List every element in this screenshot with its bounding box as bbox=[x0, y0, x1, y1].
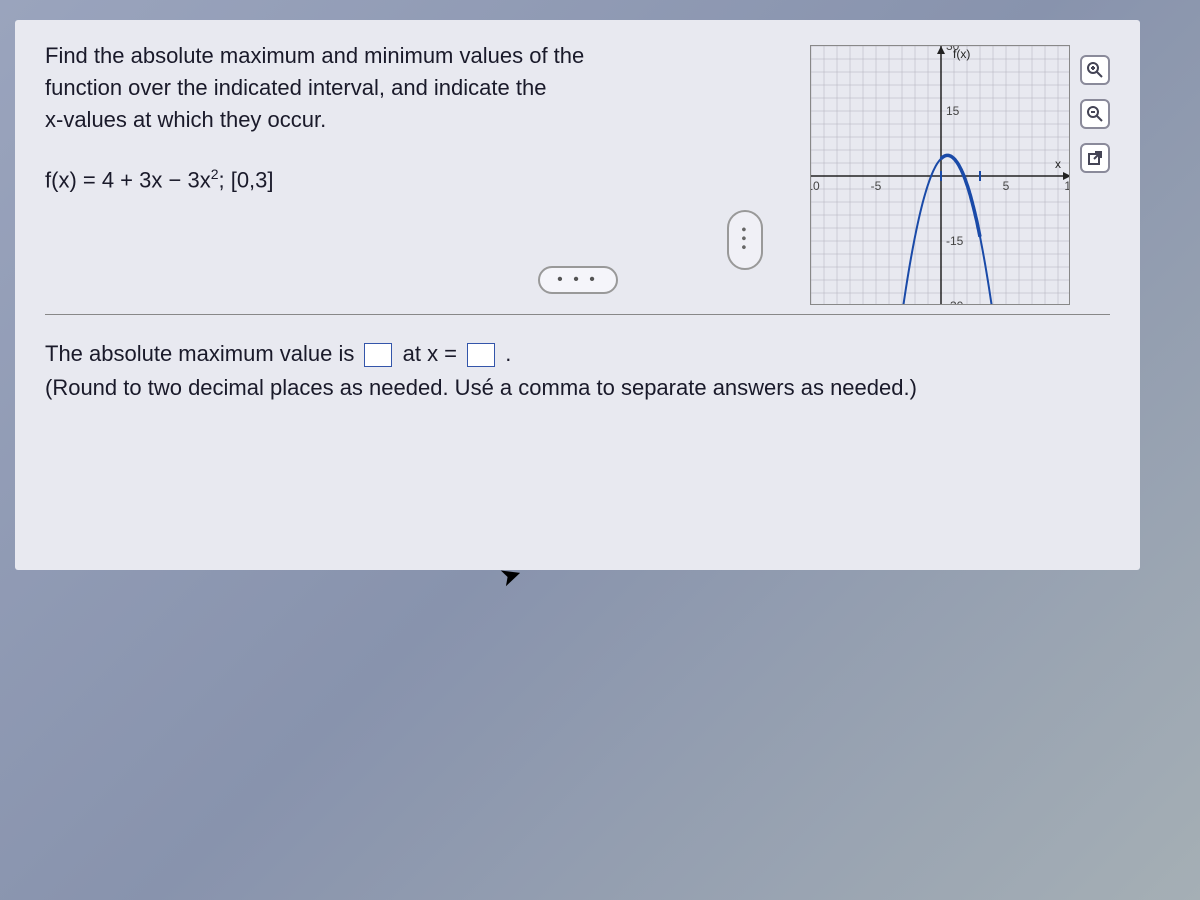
intro-line-3: x-values at which they occur. bbox=[45, 104, 663, 136]
zoom-in-icon[interactable] bbox=[1080, 55, 1110, 85]
max-value-input[interactable] bbox=[364, 343, 392, 367]
pop-out-icon[interactable] bbox=[1080, 143, 1110, 173]
answer-mid: at x = bbox=[403, 341, 457, 366]
top-section: Find the absolute maximum and minimum va… bbox=[45, 40, 1110, 196]
answer-prompt: The absolute maximum value is at x = . (… bbox=[45, 337, 1110, 405]
svg-text:f(x): f(x) bbox=[953, 47, 970, 61]
collapse-handle[interactable]: ••• bbox=[727, 210, 763, 270]
chart-tools bbox=[1080, 55, 1110, 173]
svg-text:5: 5 bbox=[1003, 179, 1010, 193]
svg-text:-10: -10 bbox=[810, 179, 820, 193]
problem-page: Find the absolute maximum and minimum va… bbox=[15, 20, 1140, 570]
answer-instruction: (Round to two decimal places as needed. … bbox=[45, 375, 917, 400]
intro-line-1: Find the absolute maximum and minimum va… bbox=[45, 40, 663, 72]
max-x-input[interactable] bbox=[467, 343, 495, 367]
function-graph: -10-5510-30-151530xf(x) bbox=[810, 45, 1070, 305]
svg-text:-30: -30 bbox=[946, 299, 964, 305]
formula: f(x) = 4 + 3x − 3x2; [0,3] bbox=[45, 164, 663, 196]
ellipsis-button[interactable]: • • • bbox=[538, 266, 618, 294]
problem-statement: Find the absolute maximum and minimum va… bbox=[45, 40, 663, 196]
section-divider bbox=[45, 314, 1110, 315]
intro-line-2: function over the indicated interval, an… bbox=[45, 72, 663, 104]
answer-suffix: . bbox=[505, 341, 511, 366]
answer-prefix: The absolute maximum value is bbox=[45, 341, 354, 366]
svg-text:-15: -15 bbox=[946, 234, 964, 248]
svg-text:-5: -5 bbox=[871, 179, 882, 193]
svg-text:10: 10 bbox=[1064, 179, 1070, 193]
svg-text:15: 15 bbox=[946, 104, 960, 118]
chart-area: -10-5510-30-151530xf(x) bbox=[810, 45, 1070, 310]
zoom-out-icon[interactable] bbox=[1080, 99, 1110, 129]
svg-text:x: x bbox=[1055, 157, 1061, 171]
